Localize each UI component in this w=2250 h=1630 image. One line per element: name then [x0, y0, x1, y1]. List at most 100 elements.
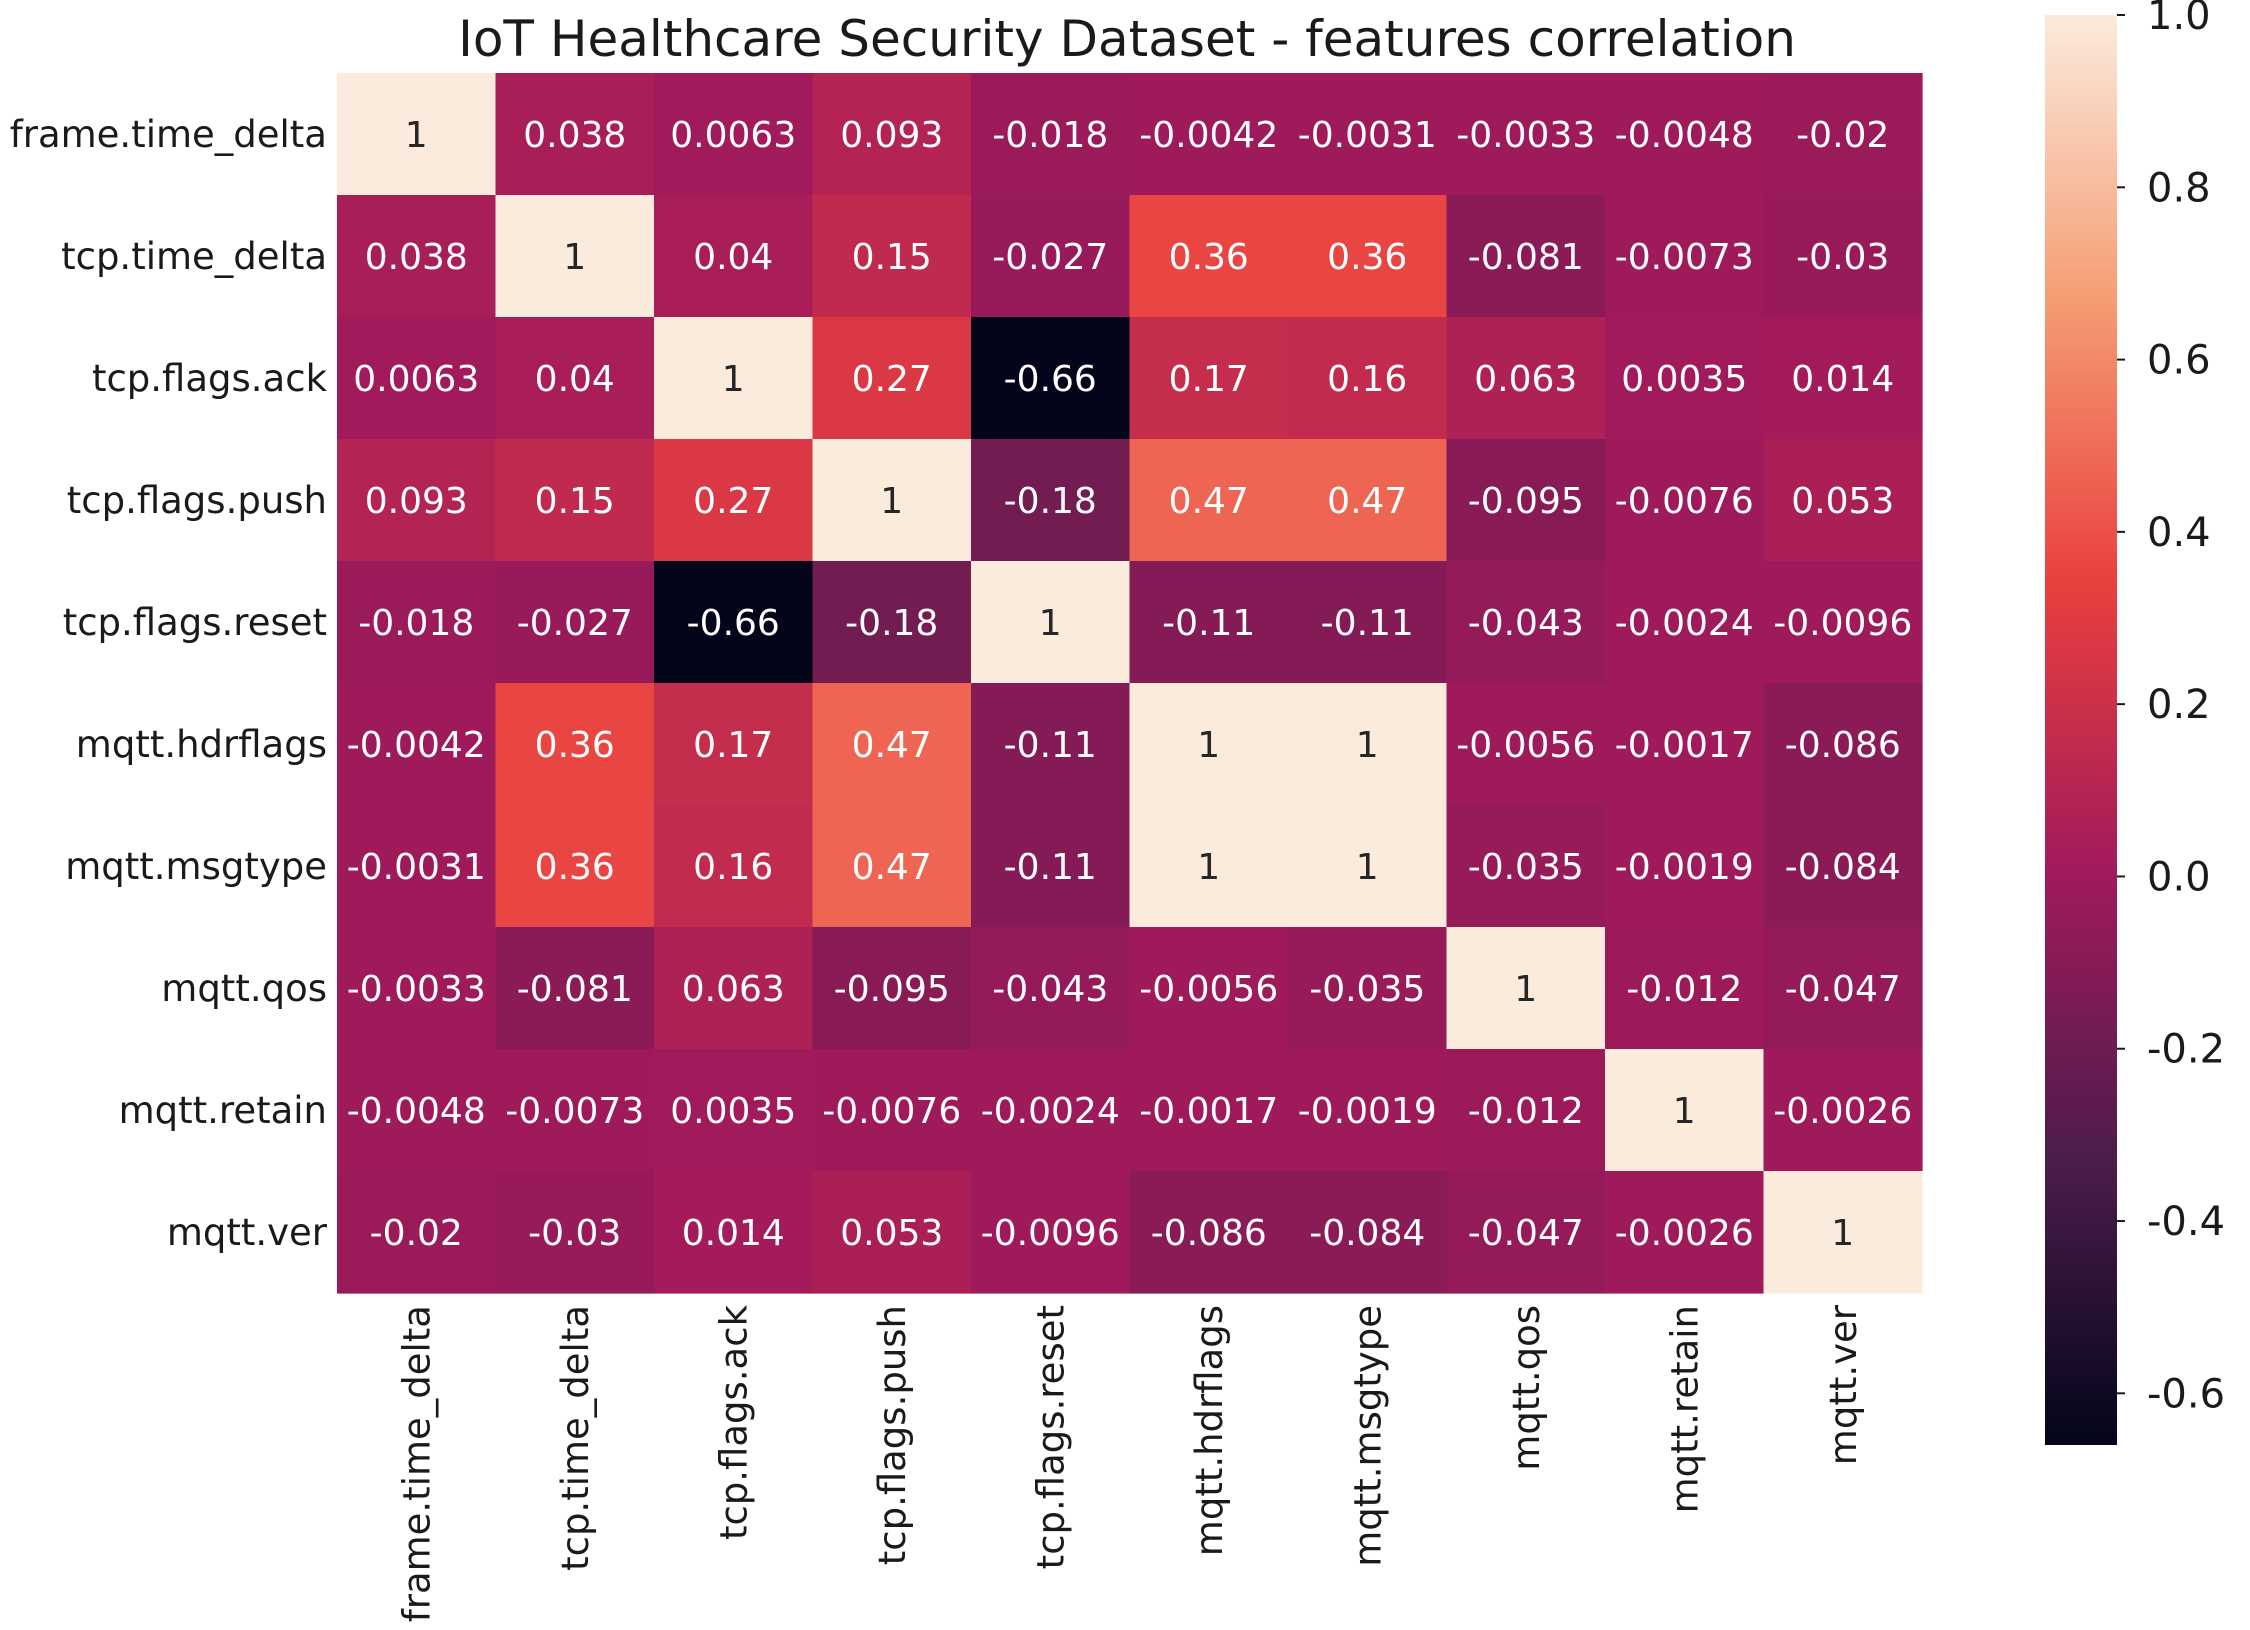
cell-annotation: -0.03	[1796, 237, 1889, 278]
cell-annotation: -0.0031	[1298, 115, 1437, 156]
x-tick-label: mqtt.ver	[1822, 1304, 1865, 1465]
heatmap-cell	[1763, 805, 1923, 928]
heatmap-cell	[812, 1171, 972, 1294]
colorbar-tick-labels: 1.0 0.8 0.6 0.4 0.2 0.0 -0.2 -0.4 -0.6	[2117, 0, 2225, 1417]
heatmap-cell	[337, 1049, 497, 1172]
heatmap-cell	[495, 317, 655, 440]
cell-annotation: 0.47	[1169, 481, 1249, 522]
heatmap-cell	[1605, 439, 1765, 562]
x-tick-label: tcp.flags.push	[871, 1305, 914, 1565]
cell-annotation: 0.27	[693, 481, 773, 522]
cell-annotation: -0.081	[1468, 237, 1584, 278]
heatmap-cell	[1605, 1049, 1765, 1172]
cell-annotation: 0.04	[535, 359, 615, 400]
heatmap-cell	[971, 73, 1131, 196]
cell-annotation: 0.038	[523, 115, 626, 156]
cell-annotation: 0.063	[682, 969, 785, 1010]
x-tick-label: mqtt.qos	[1505, 1305, 1548, 1471]
cell-annotation: 1	[1197, 725, 1220, 766]
y-tick-label: mqtt.msgtype	[65, 845, 327, 888]
heatmap-cell	[812, 805, 972, 928]
cell-annotation: -0.018	[992, 115, 1108, 156]
heatmap-annotations: 1 0.038 0.0063 0.093 -0.018 -0.0042 -0.0031 -0.…	[347, 115, 1912, 1254]
cell-annotation: 0.014	[1791, 359, 1894, 400]
heatmap-cell	[1605, 195, 1765, 318]
y-tick-label: frame.time_delta	[10, 113, 327, 156]
cell-annotation: 0.27	[852, 359, 932, 400]
cell-annotation: -0.012	[1626, 969, 1742, 1010]
heatmap-cell	[1129, 1049, 1289, 1172]
heatmap-cell	[971, 927, 1131, 1050]
x-tick-label: mqtt.msgtype	[1346, 1305, 1389, 1567]
heatmap-cell	[1763, 927, 1923, 1050]
heatmap-cell	[1605, 927, 1765, 1050]
cell-annotation: 0.038	[365, 237, 468, 278]
cell-annotation: -0.0096	[981, 1213, 1120, 1254]
heatmap-cell	[1288, 561, 1448, 684]
heatmap-cell	[495, 683, 655, 806]
heatmap-cell	[654, 195, 814, 318]
heatmap-cell	[1446, 1171, 1606, 1294]
cell-annotation: -0.0033	[347, 969, 486, 1010]
heatmap-cell	[337, 317, 497, 440]
cell-annotation: -0.0096	[1773, 603, 1912, 644]
heatmap-cell	[1446, 805, 1606, 928]
colorbar-tick-label: -0.2	[2147, 1027, 2225, 1073]
cell-annotation: 0.014	[682, 1213, 785, 1254]
heatmap-cell	[337, 73, 497, 196]
cell-annotation: 0.063	[1474, 359, 1577, 400]
cell-annotation: -0.18	[845, 603, 938, 644]
cell-annotation: -0.0026	[1773, 1091, 1912, 1132]
cell-annotation: 0.17	[693, 725, 773, 766]
heatmap-cell	[495, 805, 655, 928]
heatmap-cell	[1763, 683, 1923, 806]
heatmap-cell	[1129, 927, 1289, 1050]
heatmap-cell	[1763, 195, 1923, 318]
y-tick-label: mqtt.hdrflags	[76, 723, 327, 766]
cell-annotation: -0.11	[1162, 603, 1255, 644]
heatmap-cell	[495, 1049, 655, 1172]
heatmap-cell	[1288, 439, 1448, 562]
heatmap-cell	[1288, 927, 1448, 1050]
heatmap-cell	[654, 805, 814, 928]
heatmap-cell	[1129, 561, 1289, 684]
heatmap-cell	[654, 1049, 814, 1172]
heatmap-cell	[1605, 561, 1765, 684]
heatmap-cell	[1446, 1049, 1606, 1172]
heatmap-cell	[812, 195, 972, 318]
heatmap-cell	[654, 73, 814, 196]
x-tick-label: tcp.flags.reset	[1029, 1305, 1072, 1569]
cell-annotation: 0.47	[852, 847, 932, 888]
heatmap-cell	[337, 195, 497, 318]
heatmap-cell	[495, 195, 655, 318]
heatmap-cell	[495, 439, 655, 562]
heatmap-cell	[1446, 439, 1606, 562]
heatmap-cells	[337, 73, 1923, 1294]
heatmap-cell	[337, 439, 497, 562]
colorbar-tick-label: -0.6	[2147, 1371, 2225, 1417]
heatmap-cell	[812, 317, 972, 440]
heatmap-cell	[654, 561, 814, 684]
heatmap-cell	[1129, 1171, 1289, 1294]
cell-annotation: 1	[563, 237, 586, 278]
heatmap-cell	[1446, 317, 1606, 440]
cell-annotation: -0.095	[834, 969, 950, 1010]
cell-annotation: 0.04	[693, 237, 773, 278]
cell-annotation: -0.047	[1468, 1213, 1584, 1254]
heatmap-cell	[1129, 195, 1289, 318]
heatmap-cell	[1446, 927, 1606, 1050]
cell-annotation: -0.0019	[1298, 1091, 1437, 1132]
cell-annotation: -0.66	[1004, 359, 1097, 400]
y-axis-tick-labels: frame.time_delta tcp.time_delta tcp.flags.…	[10, 113, 328, 1254]
colorbar-tick-label: 0.6	[2147, 338, 2211, 384]
heatmap-cell	[1288, 805, 1448, 928]
heatmap-cell	[812, 73, 972, 196]
cell-annotation: -0.02	[370, 1213, 463, 1254]
cell-annotation: -0.043	[1468, 603, 1584, 644]
heatmap-cell	[1763, 73, 1923, 196]
heatmap-cell	[1129, 73, 1289, 196]
cell-annotation: -0.0076	[822, 1091, 961, 1132]
cell-annotation: 1	[1197, 847, 1220, 888]
heatmap-cell	[654, 439, 814, 562]
